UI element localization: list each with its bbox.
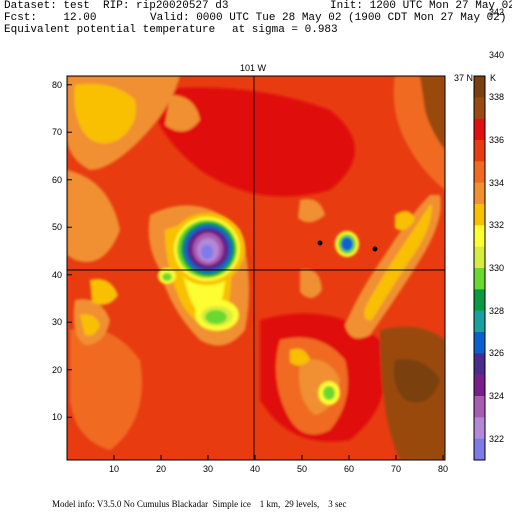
- colorbar-swatch: [474, 246, 485, 269]
- valid-time: Valid: 0000 UTC Tue 28 May 02 (1900 CDT …: [150, 12, 507, 24]
- y-tick-label: 80: [52, 79, 63, 90]
- colorbar-swatch: [474, 140, 485, 162]
- colorbar-label: 328: [489, 305, 505, 316]
- x-tick-label: 70: [391, 464, 402, 474]
- station-dot: [372, 246, 378, 252]
- colorbar-swatch: [474, 118, 485, 141]
- colorbar-swatch: [474, 417, 485, 439]
- colorbar-swatch: [474, 268, 485, 290]
- plot-frame: [66, 75, 446, 461]
- colorbar-swatch: [474, 76, 485, 98]
- colorbar-swatch: [474, 225, 485, 247]
- field-name: Equivalent potential temperature: [4, 24, 216, 36]
- colorbar-label: 324: [489, 391, 505, 401]
- x-tick-label: 20: [156, 464, 167, 474]
- forecast-hour: Fcst: 12.00: [4, 12, 97, 24]
- init-time: Init: 1200 UTC Mon 27 May 02: [330, 0, 512, 12]
- colorbar-swatch: [474, 374, 485, 397]
- model-info: Model info: V3.5.0 No Cumulus Blackadar …: [52, 499, 347, 509]
- colorbar-swatch: [474, 396, 485, 418]
- axis-ticks: [67, 84, 444, 460]
- colorbar-label: 332: [489, 220, 505, 231]
- x-tick-label: 10: [109, 464, 120, 474]
- colorbar-swatch: [474, 438, 485, 461]
- y-tick-label: 60: [52, 174, 63, 185]
- y-tick-label: 30: [52, 317, 63, 328]
- colorbar-label: 336: [489, 135, 505, 145]
- colorbar-swatch: [474, 204, 485, 226]
- x-tick-label: 80: [438, 464, 449, 474]
- dataset-label: Dataset: test RIP: rip20020527 d3: [4, 0, 229, 12]
- colorbar-swatch: [474, 289, 485, 311]
- colorbar-swatch: [474, 353, 485, 375]
- colorbar-label: 340: [489, 49, 505, 60]
- x-tick-label: 60: [344, 464, 355, 474]
- vertical-level: at sigma = 0.983: [232, 24, 338, 36]
- colorbar-label: 338: [489, 92, 505, 103]
- colorbar-swatch: [474, 310, 485, 333]
- colorbar-label: 342: [489, 7, 505, 17]
- colorbar-swatch: [474, 332, 485, 354]
- y-tick-label: 50: [52, 222, 63, 233]
- colorbar-label: 322: [489, 433, 505, 444]
- y-tick-label: 40: [52, 269, 63, 280]
- x-tick-label: 30: [203, 464, 214, 474]
- colorbar-swatch: [474, 182, 485, 205]
- parallel-label: 37 N: [454, 73, 474, 83]
- colorbar-swatch: [474, 161, 485, 183]
- y-tick-label: 20: [52, 364, 63, 375]
- colorbar-label: 326: [489, 348, 505, 359]
- theta-e-field: [67, 76, 445, 460]
- colorbar-units: K: [490, 73, 497, 83]
- colorbar-swatch: [474, 97, 485, 119]
- station-dot: [317, 240, 323, 246]
- colorbar-label: 334: [489, 177, 505, 188]
- x-tick-label: 40: [250, 464, 261, 474]
- colorbar-label: 330: [489, 263, 505, 273]
- y-tick-label: 70: [52, 127, 63, 138]
- x-tick-label: 50: [297, 464, 308, 474]
- meridian-label: 101 W: [240, 63, 267, 73]
- y-tick-label: 10: [52, 412, 63, 423]
- colorbar: [473, 75, 486, 461]
- colorbar-frame: [473, 75, 486, 461]
